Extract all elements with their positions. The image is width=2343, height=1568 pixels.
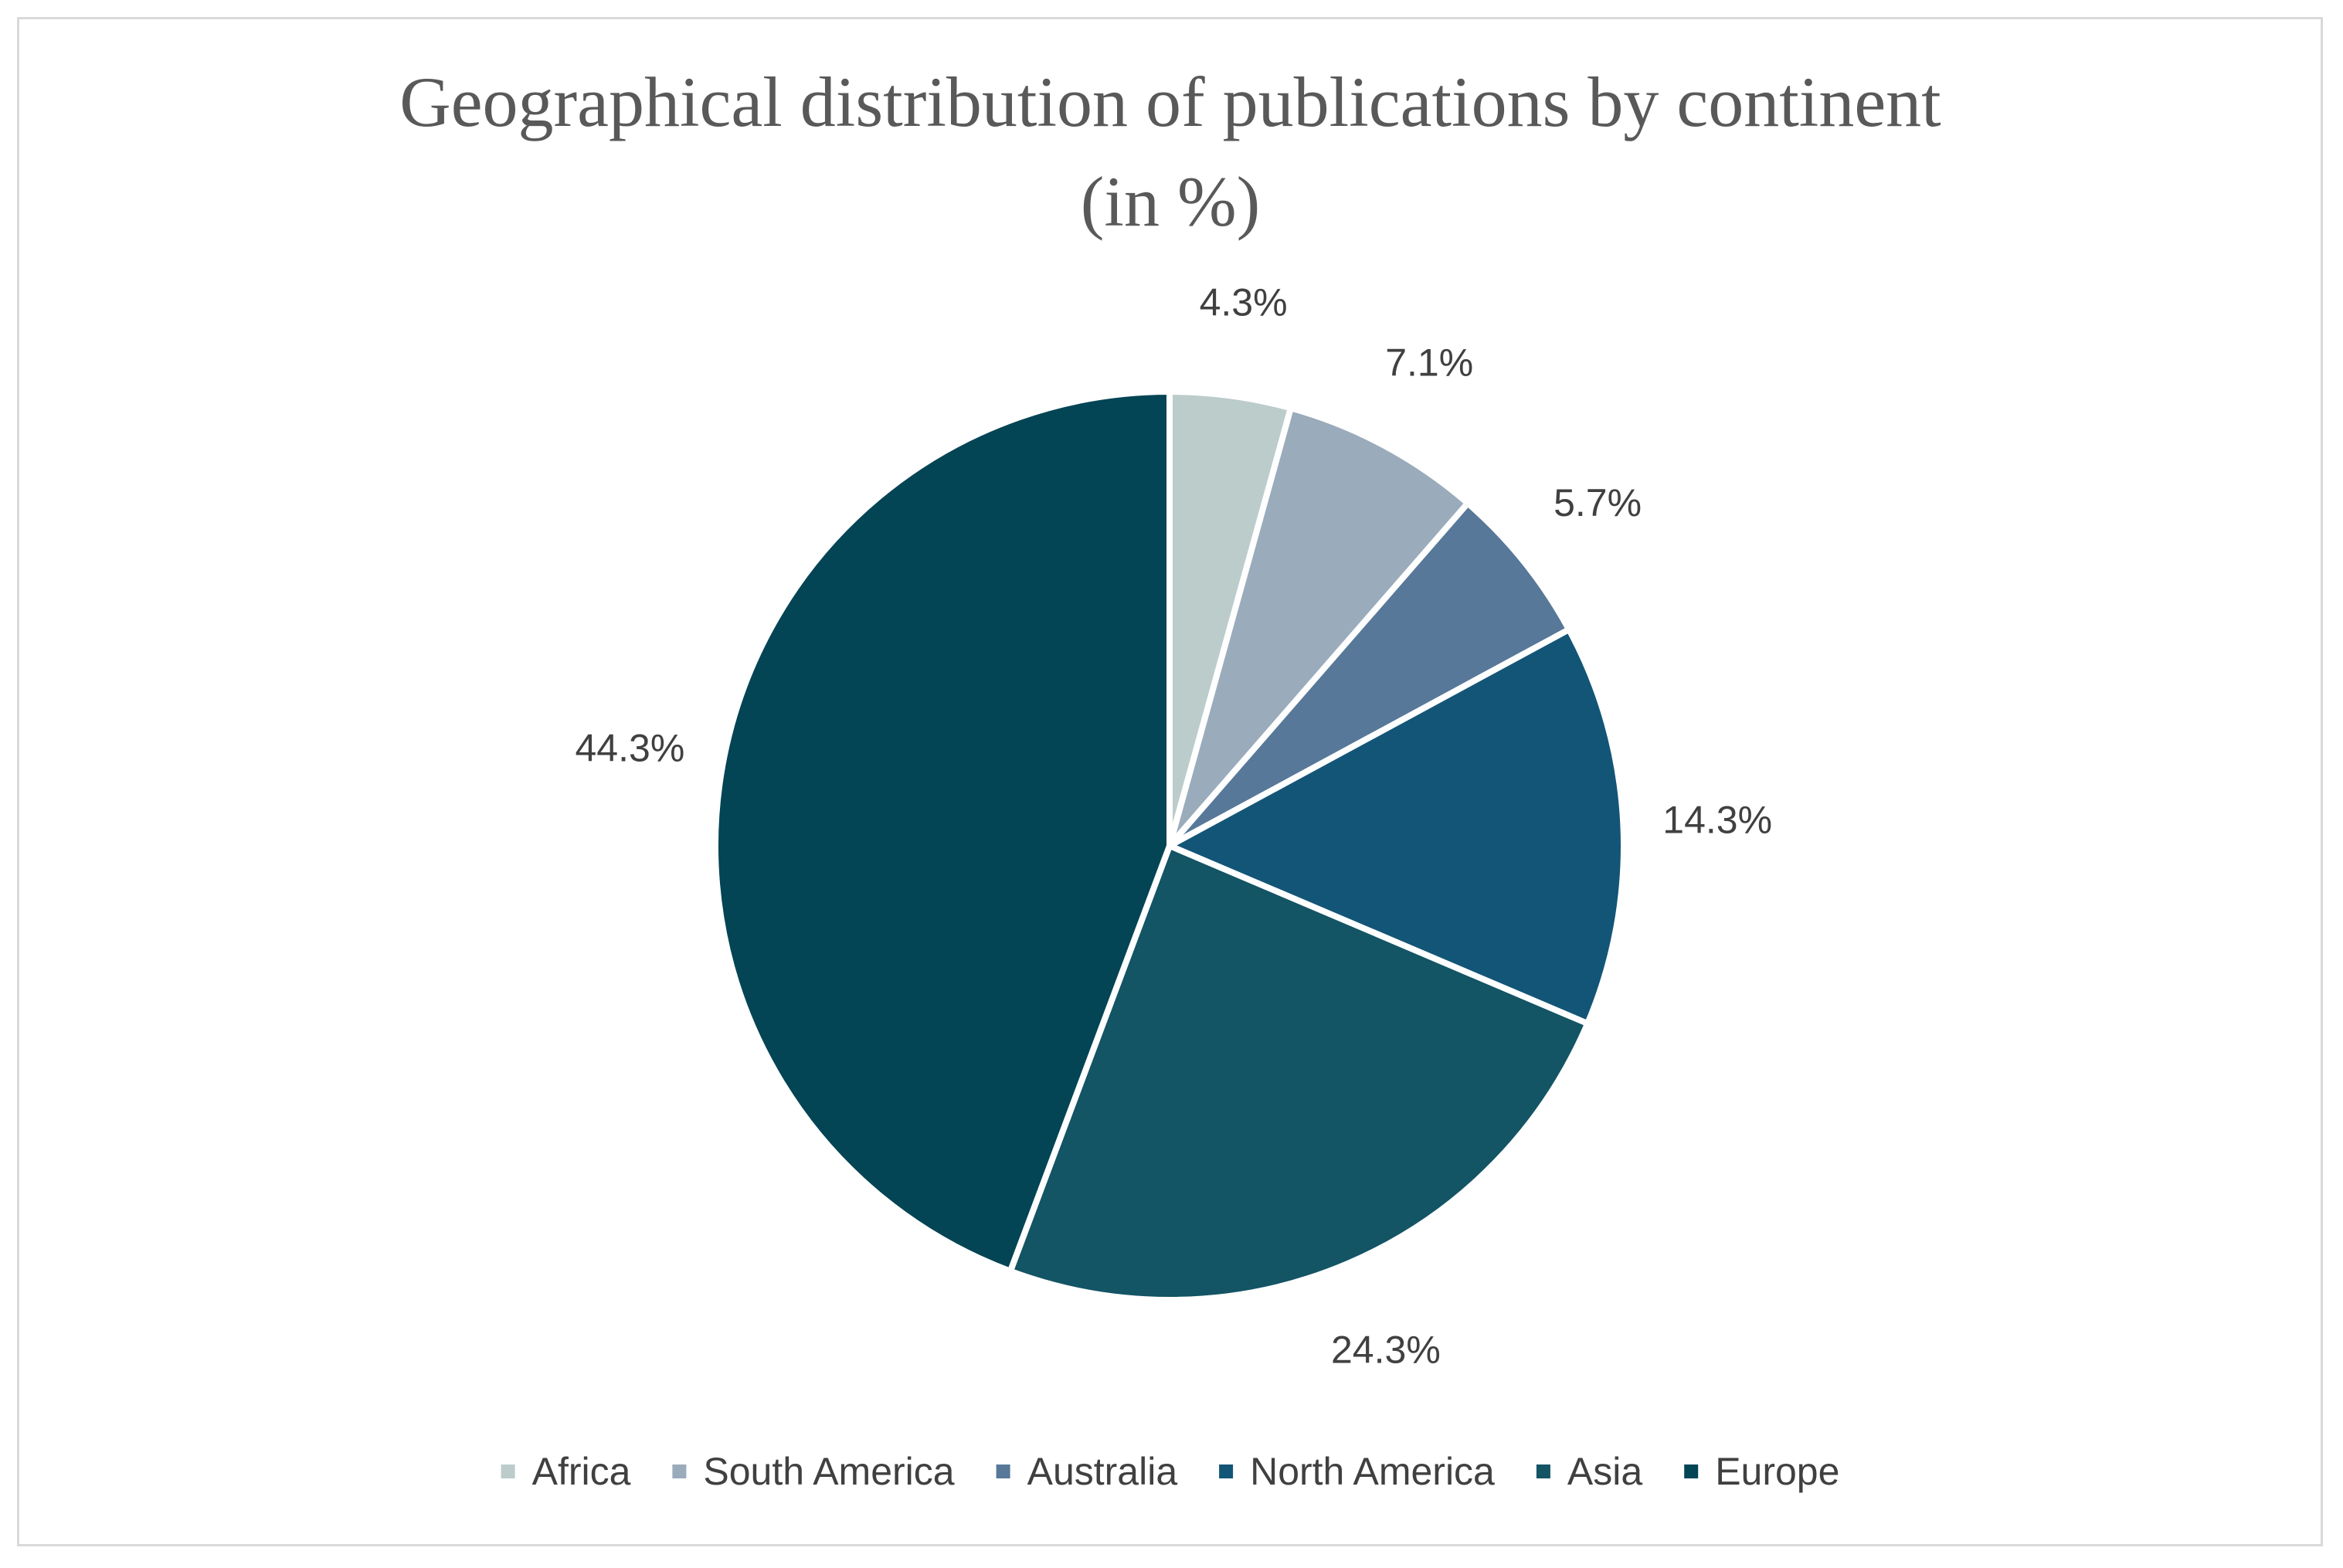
chart-legend: Africa South America Australia North Americ…: [501, 1450, 1839, 1493]
legend-item-north-america: North America: [1219, 1450, 1495, 1493]
legend-label-asia: Asia: [1567, 1450, 1642, 1493]
pie-data-labels: 4.3% 7.1% 5.7% 14.3% 24.3% 44.3%: [576, 281, 1773, 1372]
legend-label-africa: Africa: [532, 1450, 631, 1493]
legend-swatch-europe: [1684, 1464, 1699, 1478]
pie-slice-europe: [712, 389, 1173, 1274]
legend-label-australia: Australia: [1027, 1450, 1178, 1493]
legend-item-asia: Asia: [1536, 1450, 1642, 1493]
legend-label-south-america: South America: [703, 1450, 954, 1493]
chart-title-line-1: Geographical distribution of publication…: [399, 63, 1941, 141]
legend-swatch-asia: [1536, 1464, 1550, 1478]
legend-item-australia: Australia: [996, 1450, 1178, 1493]
data-label-asia: 24.3%: [1331, 1329, 1441, 1372]
pie-slices: [712, 389, 1628, 1303]
pie-slice-north-america: [1166, 626, 1628, 1027]
legend-swatch-south-america: [672, 1464, 687, 1478]
pie-slice-australia: [1166, 500, 1573, 849]
data-label-australia: 5.7%: [1554, 481, 1642, 524]
legend-label-europe: Europe: [1715, 1450, 1839, 1493]
legend-swatch-north-america: [1219, 1464, 1234, 1478]
legend-item-europe: Europe: [1684, 1450, 1839, 1493]
pie-slice-south-america: [1166, 405, 1472, 849]
legend-label-north-america: North America: [1250, 1450, 1495, 1493]
legend-swatch-australia: [996, 1464, 1010, 1478]
data-label-south-america: 7.1%: [1385, 341, 1473, 385]
chart-title-line-2: (in %): [1081, 162, 1260, 241]
pie-slice-asia: [1007, 843, 1591, 1303]
legend-item-south-america: South America: [672, 1450, 955, 1493]
legend-swatch-africa: [501, 1464, 515, 1478]
legend-item-africa: Africa: [501, 1450, 631, 1493]
data-label-europe: 44.3%: [576, 727, 685, 770]
chart-title: Geographical distribution of publication…: [399, 63, 1941, 241]
data-label-north-america: 14.3%: [1662, 799, 1772, 842]
data-label-africa: 4.3%: [1200, 281, 1288, 324]
